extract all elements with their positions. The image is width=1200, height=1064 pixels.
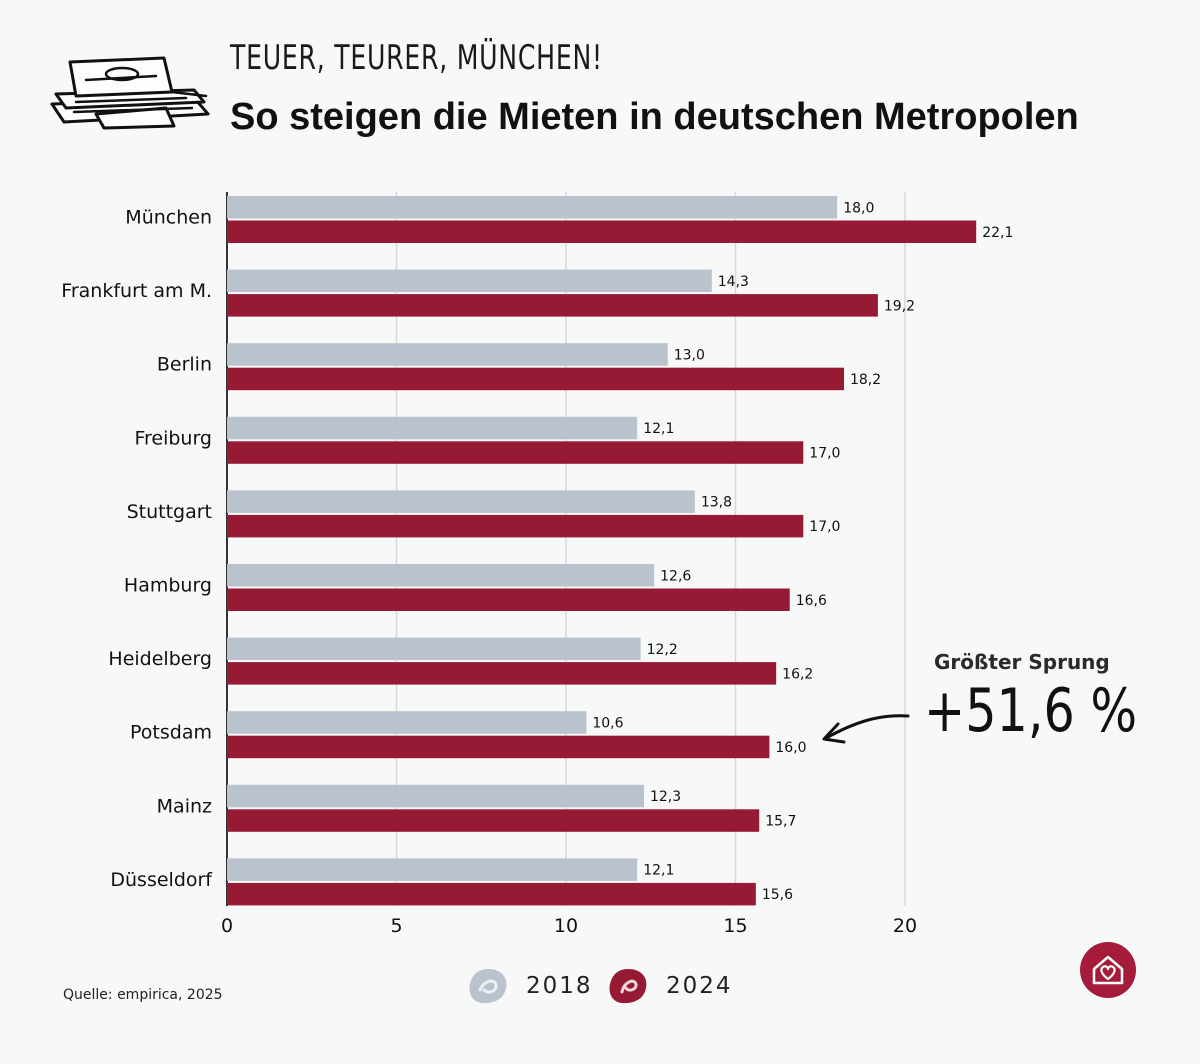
- bar-2024: [227, 662, 777, 685]
- x-tick-label: 20: [893, 915, 917, 937]
- value-label: 12,6: [660, 568, 691, 584]
- value-label: 16,0: [775, 740, 806, 756]
- value-label: 13,8: [701, 495, 732, 511]
- bar-2018: [227, 711, 587, 734]
- legend-swatch-2024-icon: [609, 969, 647, 1004]
- category-label: Mainz: [157, 795, 212, 817]
- value-label: 12,2: [647, 642, 678, 658]
- value-label: 16,6: [796, 593, 827, 609]
- bar-2018: [227, 564, 655, 587]
- bar-2018: [227, 269, 712, 293]
- value-label: 22,1: [982, 225, 1013, 241]
- value-label: 14,3: [718, 274, 749, 290]
- value-label: 12,1: [643, 421, 674, 437]
- bar-2024: [227, 514, 804, 538]
- value-label: 15,6: [762, 887, 793, 903]
- value-label: 18,2: [850, 372, 881, 388]
- callout-value: +51,6 %: [924, 676, 1138, 746]
- callout-title: Größter Sprung: [934, 650, 1110, 674]
- value-label: 16,2: [782, 666, 813, 682]
- category-label: Berlin: [157, 354, 212, 376]
- bar-2024: [227, 882, 756, 906]
- category-label: Freiburg: [134, 427, 212, 449]
- legend-item-2024: 2024: [606, 966, 733, 1006]
- value-label: 12,1: [643, 863, 674, 879]
- bar-2024: [227, 735, 770, 759]
- value-label: 17,0: [809, 519, 840, 535]
- category-label: München: [125, 207, 212, 229]
- bar-2024: [227, 294, 878, 317]
- bar-2024: [227, 588, 790, 611]
- value-label: 13,0: [674, 347, 705, 363]
- bar-2024: [227, 220, 977, 243]
- chart-kicker: TEUER, TEURER, MÜNCHEN!: [230, 38, 603, 78]
- category-label: Frankfurt am M.: [61, 280, 212, 302]
- bar-2024: [227, 441, 804, 464]
- bar-2018: [227, 784, 644, 808]
- category-label: Heidelberg: [108, 648, 212, 670]
- x-tick-label: 5: [390, 915, 402, 937]
- money-stack-illustration: [50, 56, 210, 130]
- labels: 0 5 10 15 20 München 18,0 22,1 Frankfurt am M. 14…: [61, 200, 1013, 937]
- bar-2018: [227, 343, 668, 366]
- bar-2018: [227, 637, 641, 661]
- category-label: Stuttgart: [127, 501, 212, 523]
- legend-item-2018: 2018: [466, 966, 593, 1006]
- x-tick-label: 0: [221, 915, 233, 937]
- value-label: 12,3: [650, 789, 681, 805]
- bar-2018: [227, 196, 838, 219]
- house-heart-logo: [1080, 942, 1136, 998]
- category-label: Düsseldorf: [110, 869, 213, 891]
- category-label: Hamburg: [124, 575, 212, 597]
- value-label: 15,7: [765, 814, 796, 830]
- bar-2018: [227, 416, 638, 440]
- category-label: Potsdam: [130, 722, 212, 744]
- bars: [227, 196, 977, 906]
- x-tick-label: 15: [723, 915, 747, 937]
- value-label: 19,2: [884, 298, 915, 314]
- bar-2018: [227, 858, 638, 881]
- legend-label-2018: 2018: [526, 973, 593, 999]
- value-label: 10,6: [592, 715, 623, 731]
- x-tick-label: 10: [554, 915, 578, 937]
- chart-title: So steigen die Mieten in deutschen Metro…: [230, 96, 1079, 138]
- bar-2024: [227, 367, 844, 391]
- source-note: Quelle: empirica, 2025: [63, 987, 223, 1003]
- value-label: 18,0: [843, 200, 874, 216]
- callout-arrow-icon: [822, 714, 910, 744]
- value-label: 17,0: [809, 446, 840, 462]
- legend-swatch-2018-icon: [469, 969, 507, 1004]
- bar-2024: [227, 809, 760, 832]
- bar-2018: [227, 490, 695, 513]
- legend-label-2024: 2024: [666, 973, 733, 999]
